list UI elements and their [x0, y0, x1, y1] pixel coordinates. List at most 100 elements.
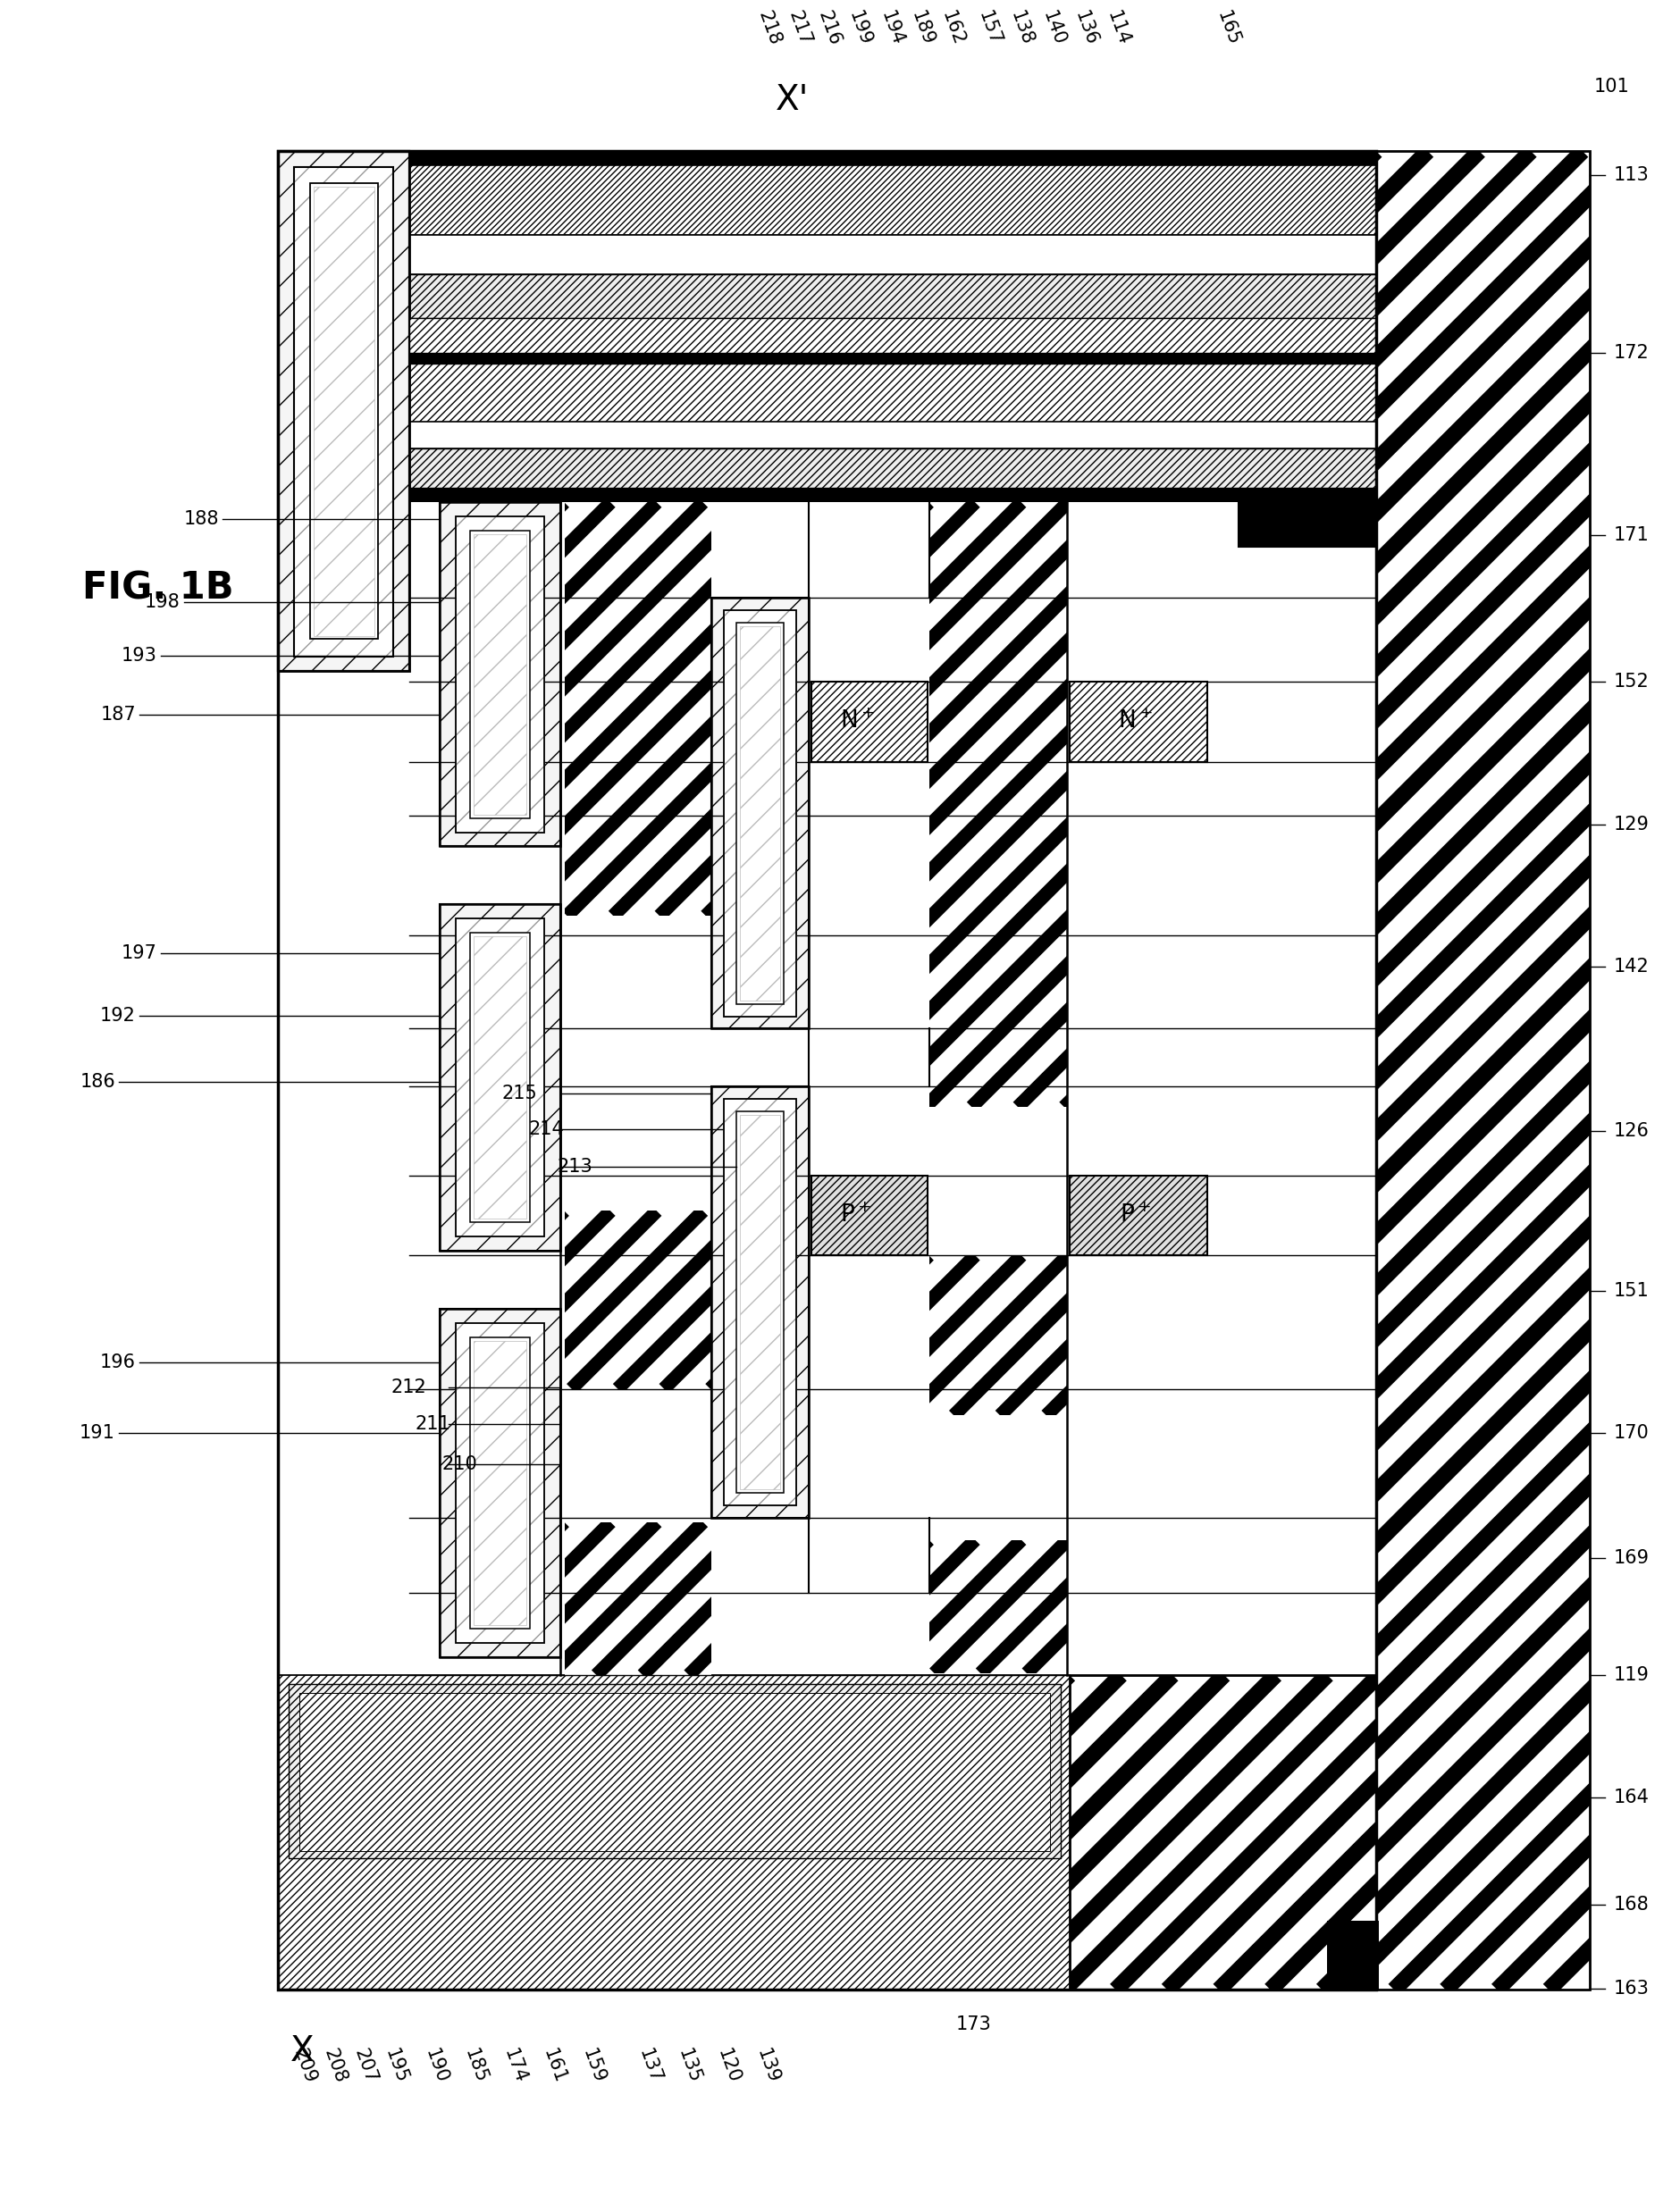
- Text: 207: 207: [351, 2046, 380, 2086]
- Bar: [311, 184, 378, 639]
- Text: 151: 151: [1614, 1283, 1650, 1301]
- Text: 157: 157: [974, 9, 1005, 49]
- Text: 162: 162: [937, 9, 966, 49]
- Text: P$^+$: P$^+$: [840, 1203, 872, 1228]
- Bar: [440, 502, 559, 847]
- Bar: [1238, 502, 1376, 546]
- Text: 142: 142: [1614, 958, 1650, 975]
- Text: 101: 101: [1594, 77, 1630, 95]
- Bar: [470, 1338, 529, 1628]
- Bar: [410, 449, 1376, 489]
- Text: 173: 173: [956, 2015, 991, 2033]
- Text: 208: 208: [321, 2046, 349, 2086]
- Text: N$^+$: N$^+$: [1117, 710, 1152, 734]
- Bar: [314, 186, 375, 635]
- Text: 165: 165: [1213, 9, 1243, 49]
- Bar: [711, 597, 808, 1029]
- Text: 168: 168: [1614, 1896, 1650, 1913]
- Text: 169: 169: [1614, 1548, 1650, 1566]
- Bar: [455, 518, 544, 832]
- Bar: [1070, 681, 1208, 761]
- Text: 187: 187: [101, 706, 136, 723]
- Bar: [1376, 150, 1589, 1991]
- Text: 211: 211: [415, 1416, 450, 1433]
- Text: 190: 190: [422, 2046, 450, 2086]
- Text: 209: 209: [291, 2046, 319, 2086]
- Bar: [564, 1522, 711, 1674]
- Bar: [736, 1110, 785, 1493]
- Bar: [739, 1115, 781, 1489]
- Bar: [811, 1175, 927, 1256]
- Bar: [474, 936, 526, 1219]
- Text: 194: 194: [877, 9, 906, 49]
- Bar: [929, 502, 1067, 1106]
- Text: 119: 119: [1614, 1666, 1650, 1683]
- Bar: [410, 319, 1376, 354]
- Text: 170: 170: [1614, 1425, 1650, 1442]
- Text: 159: 159: [578, 2046, 608, 2086]
- Text: 171: 171: [1614, 526, 1650, 544]
- Text: 216: 216: [815, 9, 843, 49]
- Bar: [294, 168, 393, 657]
- Bar: [736, 622, 785, 1004]
- Text: 213: 213: [558, 1157, 593, 1175]
- Text: 192: 192: [101, 1006, 136, 1024]
- Bar: [455, 1323, 544, 1644]
- Bar: [470, 933, 529, 1223]
- Text: N$^+$: N$^+$: [840, 710, 875, 734]
- Text: X: X: [291, 2035, 314, 2068]
- Bar: [440, 905, 559, 1252]
- Bar: [410, 354, 1376, 363]
- Text: 164: 164: [1614, 1790, 1650, 1807]
- Bar: [1070, 681, 1208, 761]
- Bar: [294, 168, 393, 657]
- Text: 215: 215: [502, 1084, 538, 1102]
- Bar: [564, 502, 711, 916]
- Bar: [410, 166, 1376, 234]
- Text: 214: 214: [529, 1119, 564, 1139]
- Text: 161: 161: [539, 2046, 568, 2086]
- Text: 191: 191: [79, 1425, 116, 1442]
- Text: 126: 126: [1614, 1121, 1650, 1139]
- Bar: [455, 918, 544, 1237]
- Bar: [1070, 1175, 1208, 1256]
- Text: 210: 210: [442, 1455, 477, 1473]
- Text: 172: 172: [1614, 345, 1650, 363]
- Bar: [724, 611, 796, 1015]
- Text: 218: 218: [754, 9, 783, 49]
- Text: 186: 186: [79, 1073, 116, 1091]
- Bar: [440, 502, 559, 847]
- Text: 129: 129: [1614, 816, 1650, 834]
- Bar: [1070, 1175, 1208, 1256]
- Text: 193: 193: [121, 646, 156, 664]
- Bar: [474, 1340, 526, 1626]
- Text: 198: 198: [144, 593, 180, 611]
- Text: 113: 113: [1614, 166, 1650, 184]
- Bar: [455, 1323, 544, 1644]
- Bar: [440, 905, 559, 1252]
- Bar: [299, 1692, 1050, 1851]
- Text: X': X': [776, 82, 808, 117]
- Text: 137: 137: [635, 2046, 664, 2086]
- Bar: [410, 363, 1376, 422]
- Bar: [440, 1310, 559, 1657]
- Text: 138: 138: [1008, 9, 1037, 49]
- Bar: [474, 535, 526, 814]
- Text: 163: 163: [1614, 1980, 1650, 1997]
- Text: 185: 185: [462, 2046, 491, 2086]
- Text: 199: 199: [845, 9, 874, 49]
- Text: 135: 135: [675, 2046, 704, 2086]
- Text: 212: 212: [391, 1378, 427, 1396]
- Text: 189: 189: [907, 9, 936, 49]
- Text: P$^+$: P$^+$: [1119, 1203, 1151, 1228]
- Bar: [1327, 1920, 1379, 1991]
- Bar: [711, 597, 808, 1029]
- Bar: [277, 150, 410, 670]
- Text: 114: 114: [1104, 9, 1132, 49]
- Bar: [455, 518, 544, 832]
- Text: 197: 197: [121, 945, 156, 962]
- Text: FIG. 1B: FIG. 1B: [82, 571, 234, 608]
- Text: 120: 120: [714, 2046, 743, 2086]
- Bar: [711, 1086, 808, 1517]
- Bar: [929, 1256, 1067, 1416]
